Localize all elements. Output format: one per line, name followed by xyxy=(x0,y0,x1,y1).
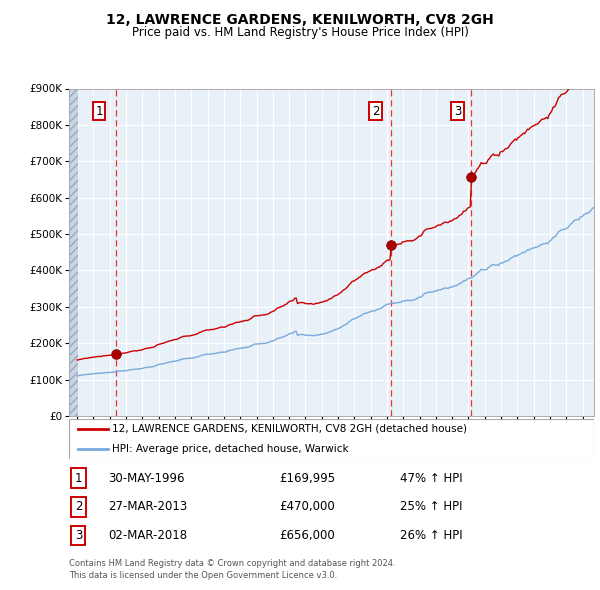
Text: 3: 3 xyxy=(454,105,461,118)
Text: 2: 2 xyxy=(75,500,82,513)
Text: 2: 2 xyxy=(372,105,379,118)
Text: 30-MAY-1996: 30-MAY-1996 xyxy=(109,471,185,484)
Text: 25% ↑ HPI: 25% ↑ HPI xyxy=(400,500,462,513)
Text: 27-MAR-2013: 27-MAR-2013 xyxy=(109,500,188,513)
Text: 3: 3 xyxy=(75,529,82,542)
Text: 47% ↑ HPI: 47% ↑ HPI xyxy=(400,471,463,484)
Text: 1: 1 xyxy=(75,471,82,484)
Text: 12, LAWRENCE GARDENS, KENILWORTH, CV8 2GH (detached house): 12, LAWRENCE GARDENS, KENILWORTH, CV8 2G… xyxy=(112,424,467,434)
Text: £169,995: £169,995 xyxy=(279,471,335,484)
Bar xyxy=(69,88,79,416)
Text: £656,000: £656,000 xyxy=(279,529,335,542)
Text: Contains HM Land Registry data © Crown copyright and database right 2024.: Contains HM Land Registry data © Crown c… xyxy=(69,559,395,568)
Text: 26% ↑ HPI: 26% ↑ HPI xyxy=(400,529,463,542)
Text: 12, LAWRENCE GARDENS, KENILWORTH, CV8 2GH: 12, LAWRENCE GARDENS, KENILWORTH, CV8 2G… xyxy=(106,13,494,27)
Text: Price paid vs. HM Land Registry's House Price Index (HPI): Price paid vs. HM Land Registry's House … xyxy=(131,26,469,39)
FancyBboxPatch shape xyxy=(69,419,594,459)
Text: £470,000: £470,000 xyxy=(279,500,335,513)
Text: 02-MAR-2018: 02-MAR-2018 xyxy=(109,529,187,542)
Text: HPI: Average price, detached house, Warwick: HPI: Average price, detached house, Warw… xyxy=(112,444,349,454)
Text: This data is licensed under the Open Government Licence v3.0.: This data is licensed under the Open Gov… xyxy=(69,571,337,579)
Text: 1: 1 xyxy=(95,105,103,118)
